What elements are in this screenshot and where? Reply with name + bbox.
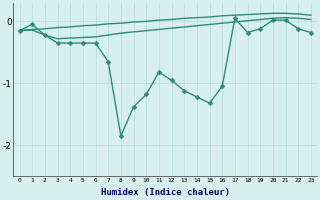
X-axis label: Humidex (Indice chaleur): Humidex (Indice chaleur) bbox=[101, 188, 230, 197]
